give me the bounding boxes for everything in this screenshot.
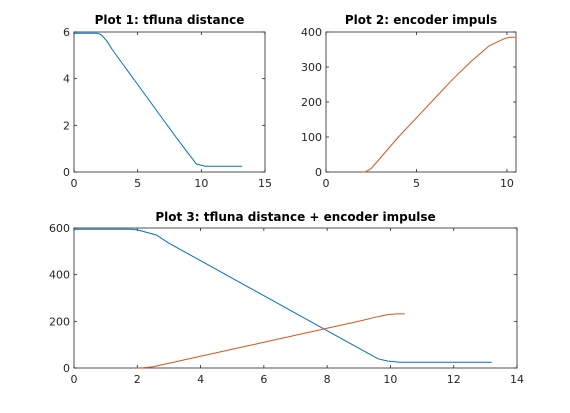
plot-3-axes-box [73,227,518,369]
y-tick-label: 2 [63,119,70,132]
y-tick-label: 600 [49,222,70,235]
plot-3-title: Plot 3: tfluna distance + encoder impuls… [155,210,435,224]
plot-1: Plot 1: tfluna distance 0 5 10 15 0 2 4 6 [63,13,272,190]
y-tick-label: 4 [63,73,70,86]
y-tick-label: 6 [63,26,70,39]
plot-2-title: Plot 2: encoder impuls [345,13,497,27]
x-tick-label: 0 [323,177,330,190]
plot-1-ticks: 0 5 10 15 0 2 4 6 [63,26,272,190]
plot-2-series [362,36,516,173]
y-tick-label: 100 [301,131,322,144]
x-tick-label: 6 [260,373,267,386]
x-tick-label: 14 [510,373,524,386]
y-tick-label: 400 [49,269,70,282]
plot-3-ticks: 0 2 4 6 8 10 12 14 0 200 400 600 [49,222,524,386]
x-tick-label: 5 [413,177,420,190]
x-tick-label: 5 [134,177,141,190]
x-tick-label: 10 [500,177,514,190]
x-tick-label: 0 [71,373,78,386]
x-tick-label: 8 [324,373,331,386]
y-tick-label: 0 [63,166,70,179]
x-tick-label: 15 [258,177,272,190]
x-tick-label: 10 [383,373,397,386]
x-tick-label: 12 [447,373,461,386]
plot-1-title: Plot 1: tfluna distance [95,13,245,27]
x-tick-label: 4 [197,373,204,386]
x-tick-label: 0 [71,177,78,190]
series-line-1 [74,32,243,167]
x-tick-label: 10 [194,177,208,190]
y-tick-label: 0 [63,362,70,375]
y-tick-label: 0 [315,166,322,179]
series-line-1 [74,228,492,363]
plot-3-series [74,228,492,369]
y-tick-label: 300 [301,61,322,74]
plot-1-series [74,32,243,167]
plot-1-axes-box [73,31,266,173]
x-tick-label: 2 [134,373,141,386]
series-line-1 [362,36,516,173]
series-line-2 [137,313,405,369]
y-tick-label: 200 [49,315,70,328]
y-tick-label: 400 [301,26,322,39]
y-tick-label: 200 [301,96,322,109]
plot-2-axes-box [325,31,517,173]
plot-3: Plot 3: tfluna distance + encoder impuls… [49,210,524,386]
